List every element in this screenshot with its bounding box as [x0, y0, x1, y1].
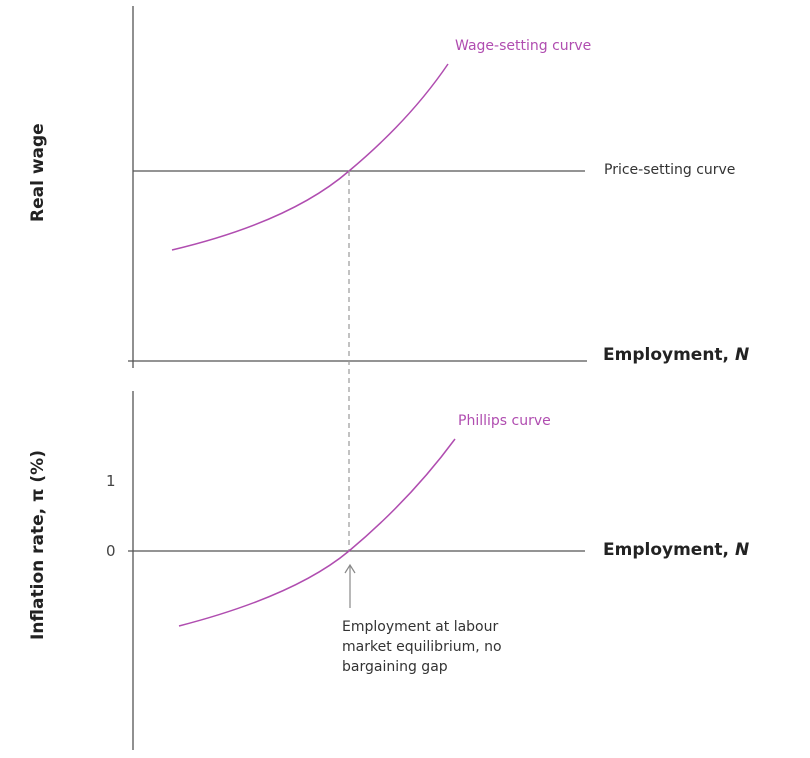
bottom-y-axis-title: Inflation rate, π (%): [28, 450, 48, 640]
bottom-x-axis-title: Employment, N: [603, 540, 749, 560]
bottom-x-axis-variable: N: [734, 540, 750, 560]
annotation-arrow-head: [344, 563, 356, 574]
y-tick-0: 0: [106, 542, 116, 560]
phillips-curve-label: Phillips curve: [458, 413, 551, 429]
bottom-x-axis-text: Employment,: [603, 540, 735, 560]
price-setting-curve-label: Price-setting curve: [604, 162, 736, 178]
top-x-axis-variable: N: [734, 345, 750, 365]
wage-setting-curve: [171, 63, 449, 251]
phillips-curve: [178, 438, 456, 627]
top-y-axis-title: Real wage: [28, 123, 48, 222]
equilibrium-annotation: Employment at labour market equilibrium,…: [342, 619, 502, 675]
wage-setting-curve-label: Wage-setting curve: [455, 38, 592, 54]
y-tick-1: 1: [106, 472, 116, 490]
top-x-axis-text: Employment,: [603, 345, 735, 365]
top-x-axis-title: Employment, N: [603, 345, 749, 365]
